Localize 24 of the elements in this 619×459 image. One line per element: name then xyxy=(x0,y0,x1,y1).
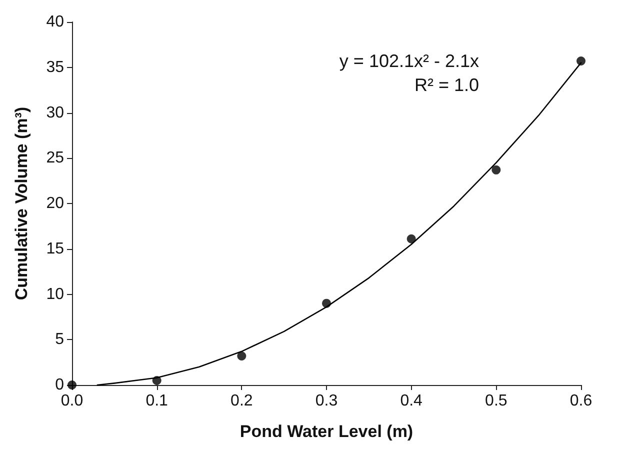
x-tick-label: 0.4 xyxy=(400,392,423,410)
y-tick-label: 5 xyxy=(55,331,64,348)
point xyxy=(237,351,246,360)
point xyxy=(406,234,416,244)
x-tick-label: 0.1 xyxy=(146,392,168,410)
x-tick-label: 0.5 xyxy=(485,392,508,410)
x-tick-label: 0.2 xyxy=(230,392,253,410)
x-tick-label: 0.6 xyxy=(570,392,592,410)
y-tick-label: 35 xyxy=(46,58,64,76)
x-tick-label: 0.0 xyxy=(60,392,84,410)
x-axis-title: Pond Water Level (m) xyxy=(240,422,414,441)
y-tick-label: 0 xyxy=(55,376,64,394)
y-tick-label: 40 xyxy=(46,14,64,30)
point xyxy=(492,165,501,174)
y-axis-title: Cumulative Volume (m³) xyxy=(12,106,31,300)
annotation: y = 102.1x² - 2.1x xyxy=(339,51,480,71)
y-tick-label: 15 xyxy=(46,240,64,258)
y-tick-label: 30 xyxy=(46,104,64,122)
y-tick-label: 25 xyxy=(46,150,64,167)
annotation: R² = 1.0 xyxy=(414,75,479,95)
point xyxy=(576,56,586,66)
y-tick-label: 20 xyxy=(46,195,64,212)
y-tick-label: 10 xyxy=(46,286,64,303)
x-tick-label: 0.3 xyxy=(315,392,338,410)
